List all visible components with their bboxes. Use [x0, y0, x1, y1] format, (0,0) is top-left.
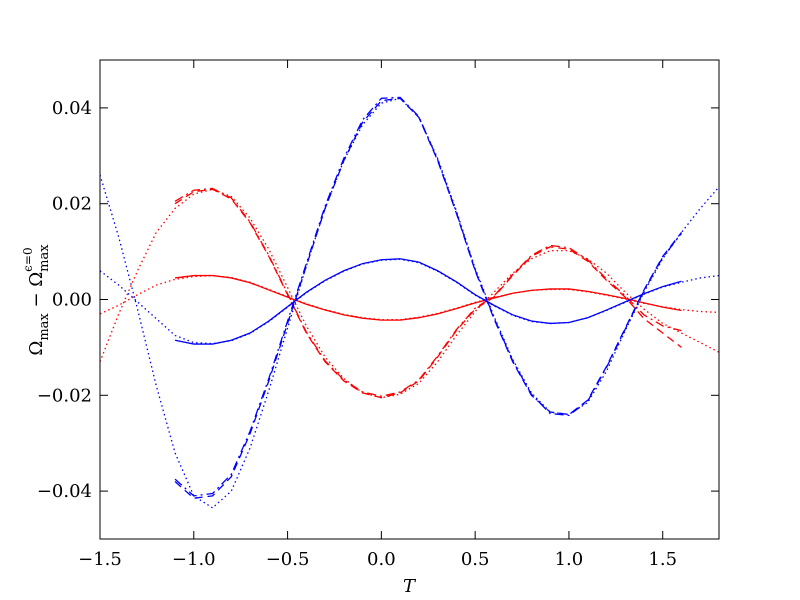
series-line [100, 258, 719, 345]
x-axis-label: T [403, 576, 417, 597]
series-line [174, 274, 682, 321]
x-tick-label: 1.5 [648, 549, 677, 570]
y-tick-label: −0.02 [37, 385, 92, 406]
y-axis-label: Ωmax − Ωmaxϵ=0 [21, 244, 52, 356]
y-tick-label: 0.02 [52, 194, 92, 215]
y-tick-label: 0.00 [52, 290, 92, 311]
y-label-part: ϵ=0 [21, 247, 35, 271]
series-line [174, 187, 682, 397]
y-label-part: Ω [26, 341, 47, 356]
x-tick-label: −1.5 [78, 549, 122, 570]
series-line [174, 188, 682, 399]
y-label-part: max [37, 313, 52, 341]
x-tick-label: 0.0 [367, 549, 396, 570]
x-tick-label: 1.0 [555, 549, 584, 570]
y-label-part: − Ω [26, 272, 47, 313]
series-line [100, 274, 719, 321]
series-line [174, 96, 682, 497]
x-tick-label: 0.5 [461, 549, 490, 570]
x-tick-label: −1.0 [172, 549, 216, 570]
series-line [100, 97, 719, 509]
series-line [100, 188, 719, 399]
y-tick-label: −0.04 [37, 481, 92, 502]
series-line [174, 258, 682, 345]
series-line [174, 97, 682, 499]
y-label-part: max [37, 244, 52, 272]
plot-lines [100, 96, 719, 509]
x-tick-label: −0.5 [266, 549, 310, 570]
y-tick-label: 0.04 [52, 98, 92, 119]
